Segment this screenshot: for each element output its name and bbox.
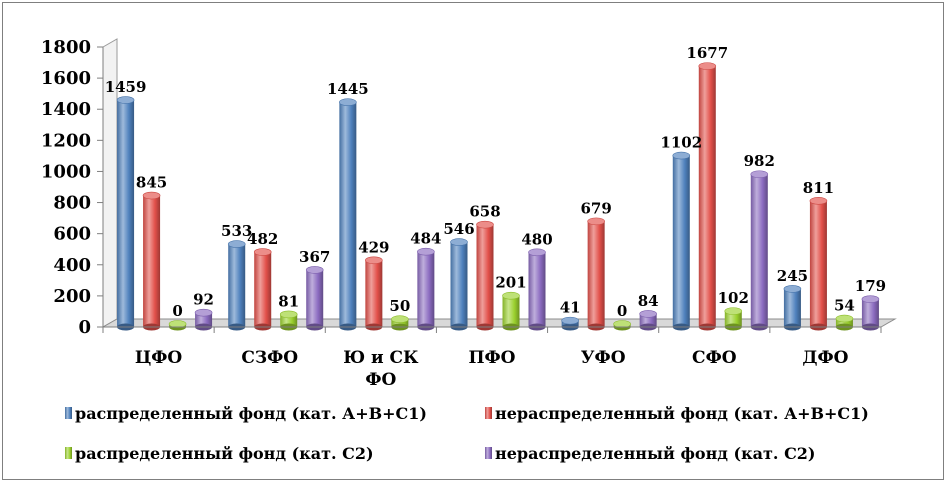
y-tick-label: 1200 [41, 130, 91, 151]
legend: распределенный фонд (кат. А+В+С1) нераспр… [65, 404, 869, 463]
legend-item: нераспределенный фонд (кат. С2) [485, 444, 816, 463]
bar [724, 307, 743, 331]
floor [101, 318, 897, 328]
data-label: 50 [389, 297, 410, 315]
legend-swatch [65, 407, 72, 419]
y-tick-label: 800 [53, 193, 91, 214]
data-label: 54 [834, 297, 855, 315]
legend-label: нераспределенный фонд (кат. С2) [495, 444, 816, 463]
data-label: 92 [193, 291, 214, 309]
y-tick-label: 600 [53, 224, 91, 245]
legend-label: нераспределенный фонд (кат. А+В+С1) [495, 404, 869, 423]
x-category-label: СЗФО [241, 348, 298, 368]
data-label: 546 [443, 220, 474, 238]
y-tick-label: 1000 [41, 161, 91, 182]
legend-swatch [65, 447, 72, 459]
bar [502, 291, 520, 331]
bar [698, 62, 717, 331]
data-label: 482 [247, 230, 278, 248]
bar [809, 197, 828, 331]
bar [305, 266, 324, 331]
legend-label: распределенный фонд (кат. С2) [75, 444, 374, 463]
y-tick-label: 1800 [41, 37, 91, 58]
data-label: 679 [580, 199, 611, 217]
y-axis: 0 200 400 600 800 1000 1200 1400 1600 1800 [41, 37, 104, 338]
y-tick-label: 1400 [41, 99, 91, 120]
bar [587, 217, 605, 331]
bar [561, 316, 579, 331]
data-label: 1102 [660, 134, 702, 152]
y-tick-label: 1600 [41, 68, 91, 89]
data-label: 982 [744, 152, 775, 170]
bar [672, 151, 691, 331]
x-category-label: УФО [581, 348, 626, 368]
data-label: 533 [221, 222, 252, 240]
data-label: 1459 [105, 78, 147, 96]
data-label: 845 [136, 174, 167, 192]
legend-item: нераспределенный фонд (кат. А+В+С1) [485, 404, 869, 423]
x-category-label: ЦФО [135, 348, 183, 368]
y-tick-label: 0 [78, 317, 91, 338]
bar-chart: 0 200 400 600 800 1000 1200 1400 1600 1800 1459 84… [41, 37, 897, 463]
data-label: 484 [410, 230, 441, 248]
bar [227, 240, 246, 331]
bar [613, 320, 631, 331]
data-label: 367 [299, 248, 330, 266]
bar [750, 170, 769, 331]
bar [861, 295, 880, 331]
bar [279, 310, 298, 331]
bar [339, 98, 357, 331]
data-label: 102 [718, 289, 749, 307]
bar [476, 220, 494, 331]
bar [835, 314, 854, 331]
data-label: 480 [521, 230, 552, 248]
data-label: 0 [617, 302, 627, 320]
legend-item: распределенный фонд (кат. С2) [65, 444, 374, 463]
legend-swatch [485, 447, 492, 459]
bar [417, 247, 435, 331]
x-category-label: ДФО [802, 348, 848, 368]
bar [365, 256, 383, 331]
x-category-label: Ю и СК [343, 348, 419, 368]
legend-swatch [485, 407, 492, 419]
data-label: 658 [469, 203, 500, 221]
data-label: 201 [495, 274, 526, 292]
y-tick-label: 400 [53, 255, 91, 276]
bar [783, 285, 802, 331]
data-label: 84 [638, 292, 659, 310]
data-label: 179 [855, 277, 886, 295]
bars [116, 62, 880, 331]
legend-item: распределенный фонд (кат. А+В+С1) [65, 404, 427, 423]
x-category-label: СФО [692, 348, 737, 368]
data-label: 81 [278, 292, 299, 310]
data-label: 0 [172, 302, 182, 320]
bar [528, 248, 546, 331]
data-label: 811 [803, 179, 834, 197]
bar [142, 191, 161, 331]
data-label: 41 [560, 299, 581, 317]
data-label: 429 [358, 238, 389, 256]
x-category-label: ФО [365, 370, 396, 390]
legend-label: распределенный фонд (кат. А+В+С1) [75, 404, 427, 423]
bar [194, 308, 213, 331]
x-category-label: ПФО [469, 348, 516, 368]
y-tick-label: 200 [53, 286, 91, 307]
bar [450, 238, 468, 331]
data-label: 245 [777, 267, 808, 285]
data-label: 1445 [327, 80, 369, 98]
data-label: 1677 [686, 44, 728, 62]
bar [168, 320, 187, 331]
bar [391, 315, 409, 331]
bar [116, 96, 135, 331]
bar [253, 248, 272, 331]
